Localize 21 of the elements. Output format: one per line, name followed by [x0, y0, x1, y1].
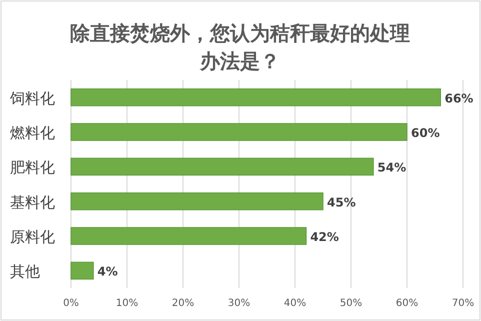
x-tick-label: 60%: [396, 298, 418, 309]
data-label: 66%: [444, 91, 474, 106]
x-tick-label: 40%: [284, 298, 306, 309]
x-tick-label: 20%: [172, 298, 194, 309]
data-label: 54%: [377, 160, 406, 175]
data-label: 60%: [411, 126, 440, 140]
x-tick-label: 10%: [116, 298, 138, 309]
y-tick-label: 其他: [10, 264, 40, 281]
y-tick-label: 饲料化: [9, 90, 55, 108]
x-tick-label: 70%: [452, 298, 474, 309]
data-label: 42%: [310, 230, 339, 244]
y-tick-label: 燃料化: [10, 125, 55, 142]
chart-title: 除直接焚烧外，您认为秸秆最好的处理办法是？: [70, 21, 410, 73]
data-label: 45%: [327, 195, 356, 210]
y-tick-label: 原料化: [10, 229, 55, 246]
y-tick-label: 肥料化: [10, 160, 55, 177]
y-tick-label: 基料化: [10, 194, 55, 212]
x-tick-label: 0%: [63, 298, 79, 309]
x-tick-label: 30%: [228, 298, 250, 309]
x-tick-label: 50%: [340, 298, 362, 309]
data-label: 4%: [97, 264, 118, 279]
